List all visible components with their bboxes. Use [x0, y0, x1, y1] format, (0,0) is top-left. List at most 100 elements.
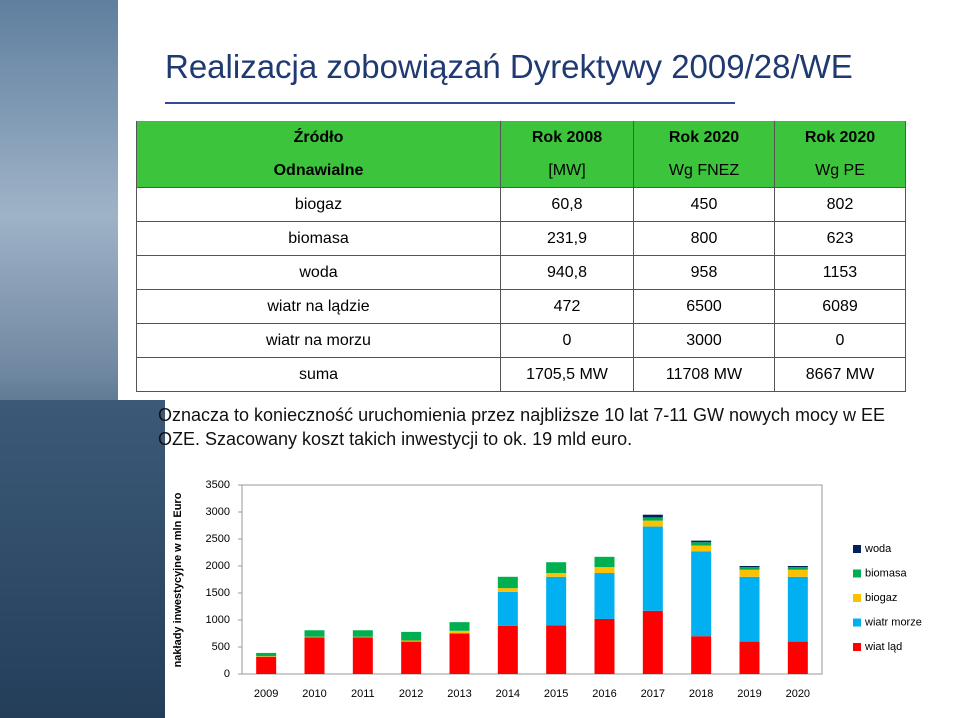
- bar-segment: [787, 567, 808, 570]
- table-cell: 472: [500, 289, 634, 324]
- bar-segment: [401, 631, 422, 641]
- bar-segment: [691, 542, 712, 546]
- y-tick-label: 1000: [206, 614, 230, 626]
- table-cell: 450: [633, 187, 775, 222]
- bar-segment: [594, 573, 615, 619]
- bar-segment: [497, 591, 518, 626]
- table-row: wiatr na lądzie 472 6500 6089: [136, 289, 906, 324]
- table-cell: 0: [500, 323, 634, 358]
- legend-swatch: [853, 545, 861, 553]
- y-axis-title: nakłady inwestycyjne w mln Euro: [172, 492, 184, 667]
- data-table: Źródło Rok 2008 Rok 2020 Rok 2020 Odnawialne…: [136, 121, 906, 392]
- bar-segment: [352, 630, 373, 637]
- bar-segment: [449, 633, 470, 674]
- x-tick-label: 2019: [737, 688, 761, 700]
- bar-segment: [739, 569, 760, 577]
- bar-segment: [642, 517, 663, 521]
- table-row: Źródło Rok 2008 Rok 2020 Rok 2020: [136, 121, 906, 154]
- bar-segment: [546, 562, 567, 574]
- bar-segment: [739, 566, 760, 568]
- bar-segment: [739, 576, 760, 642]
- bar-segment: [642, 610, 663, 674]
- table-cell: [MW]: [500, 154, 634, 188]
- table-cell: biomasa: [136, 221, 501, 256]
- bar-segment: [594, 618, 615, 674]
- table-cell: 958: [633, 255, 775, 290]
- bar-segment: [449, 630, 470, 634]
- table-cell: 940,8: [500, 255, 634, 290]
- bar-segment: [497, 576, 518, 589]
- table-cell: 8667 MW: [774, 357, 906, 392]
- x-tick-label: 2010: [302, 688, 326, 700]
- bar-segment: [401, 641, 422, 674]
- bar-segment: [691, 551, 712, 637]
- table-cell: suma: [136, 357, 501, 392]
- x-tick-label: 2018: [689, 688, 713, 700]
- plot-frame: [241, 484, 823, 675]
- note: Oznacza to konieczność uruchomienia prze…: [158, 405, 885, 449]
- table-cell: 6500: [633, 289, 775, 324]
- legend-label: wiatr morze: [864, 616, 922, 628]
- x-tick-label: 2013: [447, 688, 471, 700]
- x-tick-label: 2011: [351, 688, 375, 700]
- table-cell: wiatr na morzu: [136, 323, 501, 358]
- bar-segment: [642, 526, 663, 611]
- title-rule: [165, 102, 735, 104]
- background-photo: [0, 400, 165, 718]
- x-tick-label: 2020: [786, 688, 810, 700]
- table-cell: Rok 2020: [774, 121, 906, 154]
- y-tick-label: 0: [224, 668, 230, 680]
- legend-label: biomasa: [865, 567, 907, 579]
- bar-segment: [787, 566, 808, 568]
- table-cell: Rok 2008: [500, 121, 634, 154]
- x-tick-label: 2016: [592, 688, 616, 700]
- table-row: biogaz 60,8 450 802: [136, 187, 906, 222]
- bar-segment: [739, 641, 760, 674]
- x-tick-label: 2009: [254, 688, 278, 700]
- table-cell: 802: [774, 187, 906, 222]
- table-cell: Wg PE: [774, 154, 906, 188]
- y-tick-label: 3500: [206, 479, 230, 491]
- bar-segment: [304, 630, 325, 637]
- legend-swatch: [853, 618, 861, 627]
- bar-segment: [594, 567, 615, 574]
- legend-label: biogaz: [865, 592, 897, 604]
- bar-segment: [497, 625, 518, 674]
- bar-segment: [642, 520, 663, 527]
- bar-segment: [304, 637, 325, 674]
- bar-segment: [401, 640, 422, 642]
- bar-segment: [691, 540, 712, 543]
- bar-segment: [256, 656, 277, 657]
- bar-segment: [546, 576, 567, 626]
- bar-segment: [739, 567, 760, 570]
- table-cell: woda: [136, 255, 501, 290]
- bar-segment: [304, 636, 325, 638]
- y-tick-label: 3000: [206, 506, 230, 518]
- bar-segment: [787, 569, 808, 577]
- bar-segment: [787, 641, 808, 674]
- table-cell: Rok 2020: [633, 121, 775, 154]
- table-cell: 1705,5 MW: [500, 357, 634, 392]
- y-tick-label: 2000: [206, 560, 230, 572]
- y-tick-label: 2500: [206, 533, 230, 545]
- x-tick-label: 2012: [399, 688, 423, 700]
- bar-segment: [497, 588, 518, 592]
- bar-segment: [256, 656, 277, 674]
- legend-swatch: [853, 643, 861, 651]
- table-row: woda 940,8 958 1153: [136, 255, 906, 290]
- bar-segment: [256, 652, 277, 657]
- bar-segment: [787, 576, 808, 642]
- table-cell: 0: [774, 323, 906, 358]
- legend-label: woda: [864, 543, 892, 555]
- table-cell: 1153: [774, 255, 906, 290]
- legend-label: wiat ląd: [864, 641, 902, 653]
- table-cell: Odnawialne: [136, 154, 501, 188]
- bar-segment: [594, 556, 615, 568]
- table-cell: 3000: [633, 323, 775, 358]
- y-tick-label: 500: [212, 641, 230, 653]
- bar-segment: [352, 636, 373, 638]
- y-tick-label: 1500: [206, 587, 230, 599]
- table-row: biomasa 231,9 800 623: [136, 221, 906, 256]
